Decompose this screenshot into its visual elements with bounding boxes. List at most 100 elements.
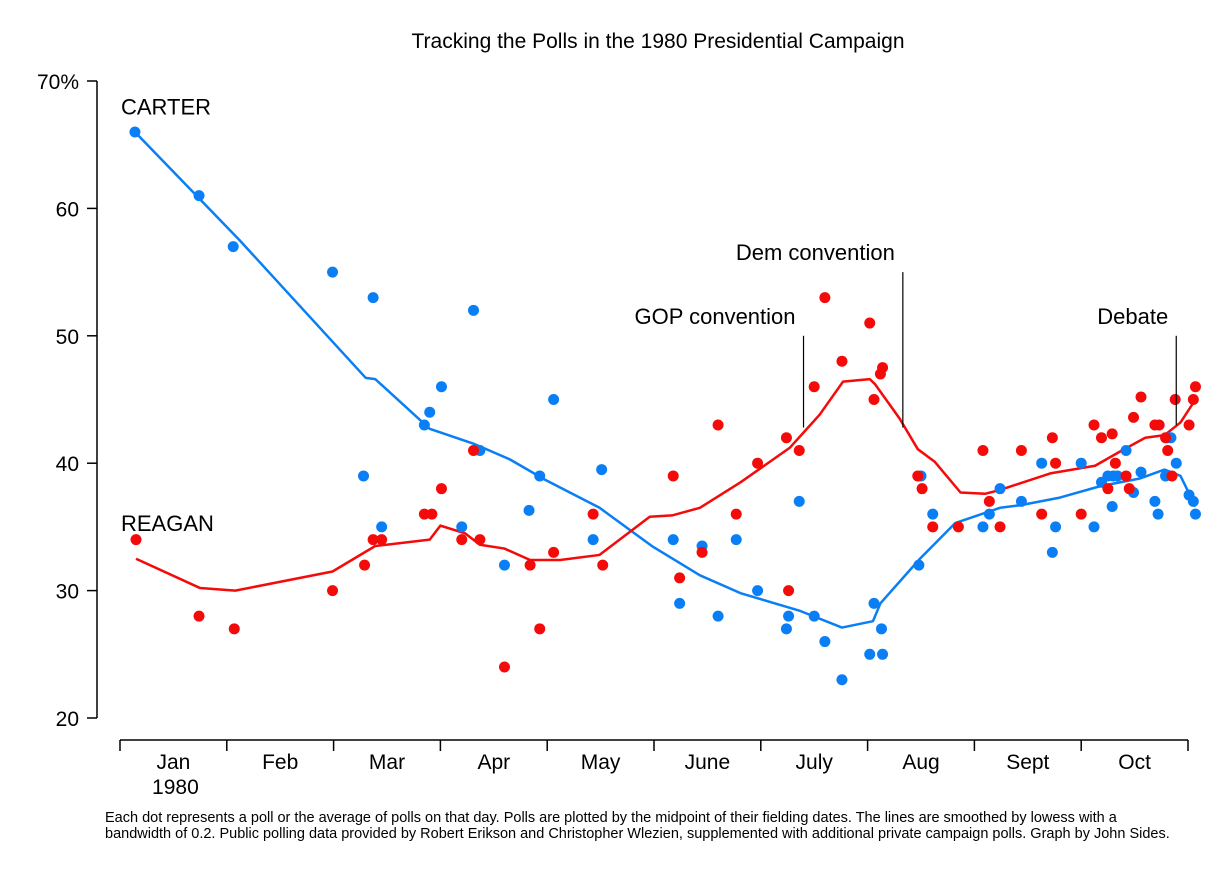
poll-point-carter [358, 470, 370, 482]
poll-point-carter [1015, 495, 1027, 507]
poll-point-reagan [780, 432, 792, 444]
poll-point-reagan [836, 355, 848, 367]
x-tick-label: Apr [477, 751, 510, 774]
poll-point-carter [1149, 495, 1161, 507]
chart-title: Tracking the Polls in the 1980 President… [412, 30, 905, 53]
poll-point-reagan [1153, 419, 1165, 431]
x-tick-label: Mar [369, 751, 405, 774]
poll-point-carter [667, 534, 679, 546]
poll-point-carter [983, 508, 995, 520]
poll-point-reagan [952, 521, 964, 533]
poll-point-reagan [1162, 444, 1174, 456]
series-label-reagan: REAGAN [121, 511, 214, 536]
poll-point-carter [1106, 501, 1118, 513]
smooth-line-carter [134, 131, 1197, 629]
y-tick-label: 30 [56, 581, 79, 604]
poll-point-reagan [367, 534, 379, 546]
x-tick-label: Oct [1118, 751, 1151, 774]
poll-point-carter [1036, 457, 1048, 469]
x-tick-label: July [796, 751, 834, 774]
poll-point-reagan [983, 495, 995, 507]
poll-point-reagan [1095, 432, 1107, 444]
x-tick-label: Sept [1006, 751, 1049, 774]
poll-point-carter [227, 241, 239, 253]
poll-point-carter [913, 559, 925, 571]
poll-point-reagan [912, 470, 924, 482]
poll-point-carter [730, 534, 742, 546]
axes: 20 30 40 50 60 70% Jan Feb Mar Apr May June July Aug S… [37, 71, 1189, 799]
poll-point-carter [1152, 508, 1164, 520]
poll-point-reagan [1036, 508, 1048, 520]
poll-point-carter [1187, 495, 1199, 507]
poll-point-carter [783, 610, 795, 622]
poll-point-reagan [864, 317, 876, 329]
x-year-label: 1980 [152, 776, 199, 799]
poll-point-carter [129, 126, 141, 138]
x-tick-label: Jan [156, 751, 190, 774]
poll-point-reagan [819, 292, 831, 304]
poll-point-reagan [587, 508, 599, 520]
poll-point-reagan [793, 444, 805, 456]
poll-point-carter [927, 508, 939, 520]
poll-point-carter [780, 623, 792, 635]
poll-point-carter [875, 623, 887, 635]
poll-point-carter [376, 521, 388, 533]
poll-point-carter [808, 610, 820, 622]
x-tick-label: Feb [262, 751, 298, 774]
poll-point-reagan [994, 521, 1006, 533]
smooth-line-reagan [135, 377, 1197, 592]
y-tick-label: 70% [37, 71, 79, 94]
poll-point-reagan [1135, 391, 1147, 403]
poll-point-carter [994, 483, 1006, 495]
poll-point-reagan [1015, 444, 1027, 456]
poll-point-reagan [327, 585, 339, 597]
poll-point-carter [864, 648, 876, 660]
poll-points [129, 126, 1201, 686]
poll-point-reagan [1128, 411, 1140, 423]
x-tick-label: June [685, 751, 731, 774]
poll-point-reagan [228, 623, 240, 635]
poll-point-reagan [359, 559, 371, 571]
poll-point-reagan [916, 483, 928, 495]
annotation-label: GOP convention [634, 304, 795, 329]
poll-point-carter [836, 674, 848, 686]
poll-point-reagan [1088, 419, 1100, 431]
poll-point-carter [977, 521, 989, 533]
x-tick-label: Aug [902, 751, 939, 774]
poll-point-reagan [1187, 394, 1199, 405]
poll-point-reagan [376, 534, 388, 546]
poll-point-reagan [1160, 432, 1172, 444]
poll-point-carter [793, 495, 805, 507]
poll-point-carter [435, 381, 447, 393]
y-tick-label: 20 [56, 708, 79, 731]
x-tick-label: May [581, 751, 621, 774]
poll-point-carter [367, 292, 379, 304]
poll-point-carter [1120, 444, 1132, 456]
poll-point-reagan [1046, 432, 1058, 444]
poll-point-reagan [474, 534, 486, 546]
poll-point-carter [1135, 466, 1147, 478]
annotations: GOP convention Dem convention Debate [634, 240, 1177, 428]
poll-point-reagan [1189, 381, 1201, 393]
poll-point-carter [587, 534, 599, 546]
poll-point-reagan [435, 483, 447, 495]
poll-point-carter [712, 610, 724, 622]
poll-point-reagan [1166, 470, 1178, 482]
poll-point-reagan [1169, 394, 1181, 405]
poll-point-reagan [597, 559, 609, 571]
poll-point-reagan [1075, 508, 1087, 520]
poll-point-carter [456, 521, 468, 533]
poll-point-carter [1050, 521, 1062, 533]
poll-point-carter [418, 419, 430, 431]
poll-point-reagan [498, 661, 510, 673]
poll-point-reagan [1102, 483, 1114, 495]
poll-point-carter [868, 597, 880, 609]
poll-point-carter [1170, 457, 1182, 469]
poll-point-reagan [783, 585, 795, 597]
poll-point-carter [1075, 457, 1087, 469]
poll-point-reagan [977, 444, 989, 456]
y-tick-label: 50 [56, 326, 79, 349]
poll-point-carter [1088, 521, 1100, 533]
poll-point-carter [1112, 470, 1124, 482]
